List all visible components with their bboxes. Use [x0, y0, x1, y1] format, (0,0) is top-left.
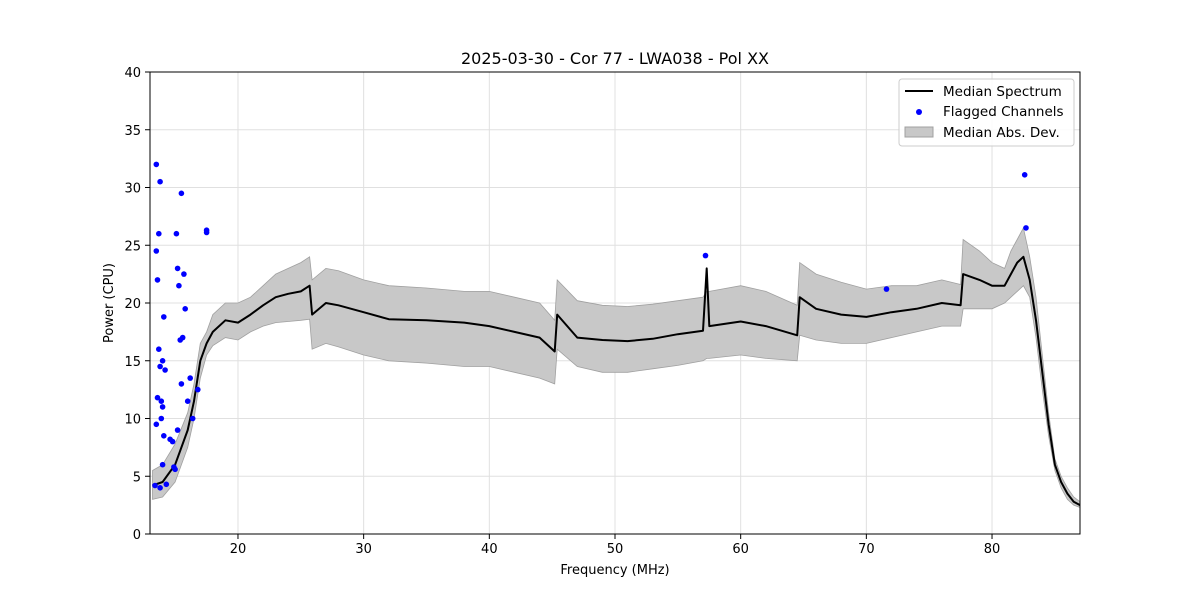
flagged-channel-point: [178, 381, 185, 387]
flagged-channel-point: [169, 438, 176, 445]
flagged-channel-point: [176, 282, 182, 289]
flagged-channel-point: [184, 398, 191, 405]
flagged-channel-point: [189, 415, 196, 422]
flagged-channel-point: [156, 346, 162, 353]
y-tick-label: 5: [133, 470, 141, 485]
y-tick-label: 40: [124, 66, 141, 81]
y-tick-label: 15: [124, 355, 141, 370]
flagged-channel-point: [152, 482, 158, 489]
flagged-channel-point: [173, 230, 180, 237]
flagged-channel-point: [156, 230, 162, 237]
y-tick-label: 35: [124, 124, 141, 139]
flagged-channel-point: [153, 161, 160, 168]
flagged-channel-point: [174, 427, 181, 433]
flagged-channel-point: [883, 286, 890, 292]
flagged-channel-point: [159, 358, 166, 364]
flagged-channel-point: [157, 485, 163, 491]
x-tick-label: 40: [481, 542, 498, 557]
flagged-channel-point: [1021, 172, 1028, 178]
y-tick-label: 30: [124, 182, 141, 197]
x-axis-label: Frequency (MHz): [560, 563, 669, 578]
flagged-channel-point: [158, 415, 165, 422]
flagged-channel-point: [162, 367, 168, 373]
flagged-channel-point: [154, 277, 161, 283]
flagged-channel-point: [172, 466, 178, 473]
legend-box: [898, 78, 1075, 147]
x-tick-label: 70: [858, 542, 875, 557]
flagged-channel-point: [178, 190, 185, 197]
plot-area: [152, 161, 1080, 508]
x-tick-label: 80: [984, 542, 1001, 557]
flagged-channel-point: [158, 398, 165, 405]
flagged-channel-point: [195, 386, 201, 393]
x-tick-label: 50: [607, 542, 624, 557]
y-axis-label: Power (CPU): [102, 263, 117, 343]
legend: Median Spectrum Flagged Channels Median …: [898, 78, 1075, 147]
flagged-channel-point: [1023, 225, 1029, 231]
x-tick-label: 60: [732, 542, 749, 557]
legend-mad-label: Median Abs. Dev.: [943, 125, 1060, 141]
flagged-channel-point: [187, 375, 193, 381]
flagged-channel-point: [203, 229, 210, 236]
legend-mad-patch-icon: [904, 126, 934, 138]
flagged-channel-point: [159, 461, 166, 468]
flagged-channel-point: [157, 178, 163, 185]
mad-band: [152, 226, 1080, 508]
legend-flagged-label: Flagged Channels: [943, 104, 1064, 120]
flagged-channel-point: [182, 306, 188, 312]
flagged-channel-point: [161, 433, 167, 439]
legend-flagged-dot-icon: [916, 109, 922, 115]
flagged-channel-point: [163, 481, 170, 488]
ticks: 20 30 40 50 60 70 80 0 5 10 15 20 25 30 35 40: [124, 66, 1000, 557]
flagged-channel-point: [157, 363, 163, 370]
y-tick-label: 0: [133, 528, 141, 543]
y-tick-label: 20: [124, 297, 141, 312]
legend-median-label: Median Spectrum: [943, 84, 1062, 100]
flagged-channel-point: [179, 334, 186, 341]
flagged-channel-point: [159, 404, 166, 410]
x-tick-label: 30: [355, 542, 372, 557]
y-tick-label: 10: [124, 413, 141, 428]
flagged-channel-point: [153, 421, 160, 428]
y-tick-label: 25: [124, 239, 141, 254]
chart-title: 2025-03-30 - Cor 77 - LWA038 - Pol XX: [461, 49, 769, 68]
flagged-channel-point: [702, 252, 709, 259]
x-tick-label: 20: [230, 542, 247, 557]
median-spectrum-line: [152, 255, 1080, 506]
flagged-channel-point: [153, 248, 160, 254]
flagged-channel-point: [154, 394, 161, 401]
flagged-channel-point: [174, 265, 181, 272]
plot-content: [152, 161, 1080, 508]
flagged-channel-point: [181, 271, 187, 277]
flagged-channel-point: [161, 314, 167, 320]
